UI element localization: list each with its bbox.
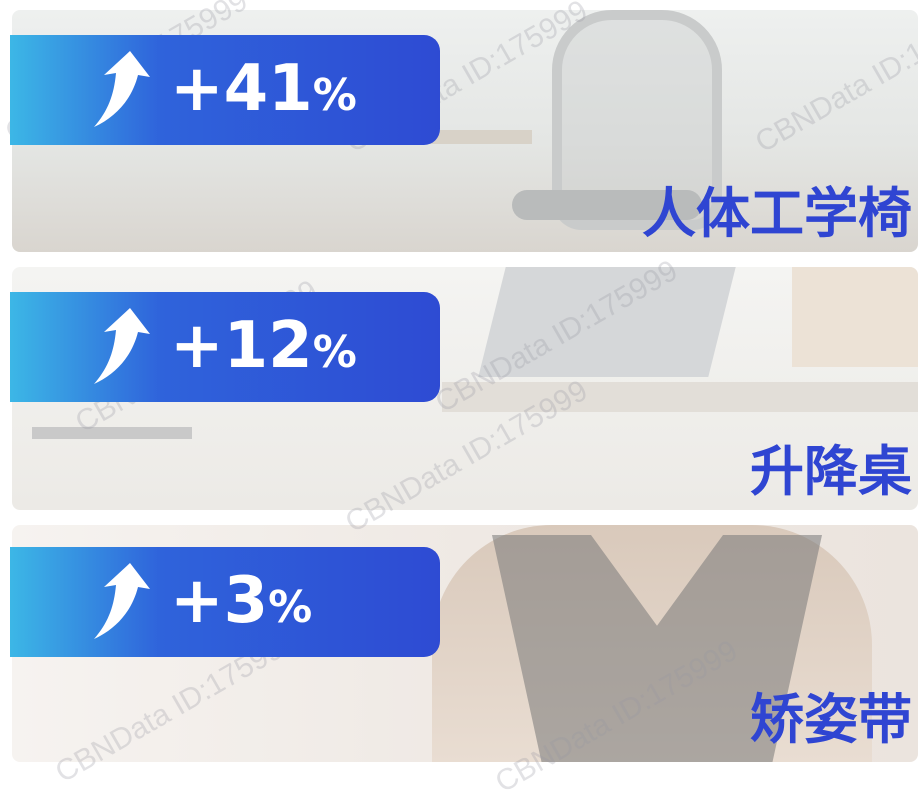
- growth-unit: %: [313, 70, 357, 121]
- product-name: 升降桌: [750, 442, 912, 502]
- up-arrow-icon: [80, 563, 150, 641]
- up-arrow-icon: [80, 308, 150, 386]
- growth-number: +41: [170, 52, 313, 126]
- shelf: [32, 427, 192, 439]
- growth-badge: +41%: [10, 35, 440, 145]
- growth-number: +3: [170, 564, 268, 638]
- growth-value: +12%: [170, 306, 357, 393]
- growth-number: +12: [170, 309, 313, 383]
- page: {"items": [ {"growth": "+41", "unit": "%…: [0, 0, 918, 762]
- growth-badge: +12%: [10, 292, 440, 402]
- person: [792, 267, 918, 367]
- up-arrow-icon: [80, 51, 150, 129]
- product-name: 人体工学椅: [642, 184, 912, 244]
- growth-unit: %: [313, 327, 357, 378]
- growth-value: +41%: [170, 49, 357, 136]
- growth-unit: %: [268, 582, 312, 633]
- growth-badge: +3%: [10, 547, 440, 657]
- growth-value: +3%: [170, 561, 312, 648]
- desk: [442, 382, 918, 412]
- product-name: 矫姿带: [750, 690, 912, 750]
